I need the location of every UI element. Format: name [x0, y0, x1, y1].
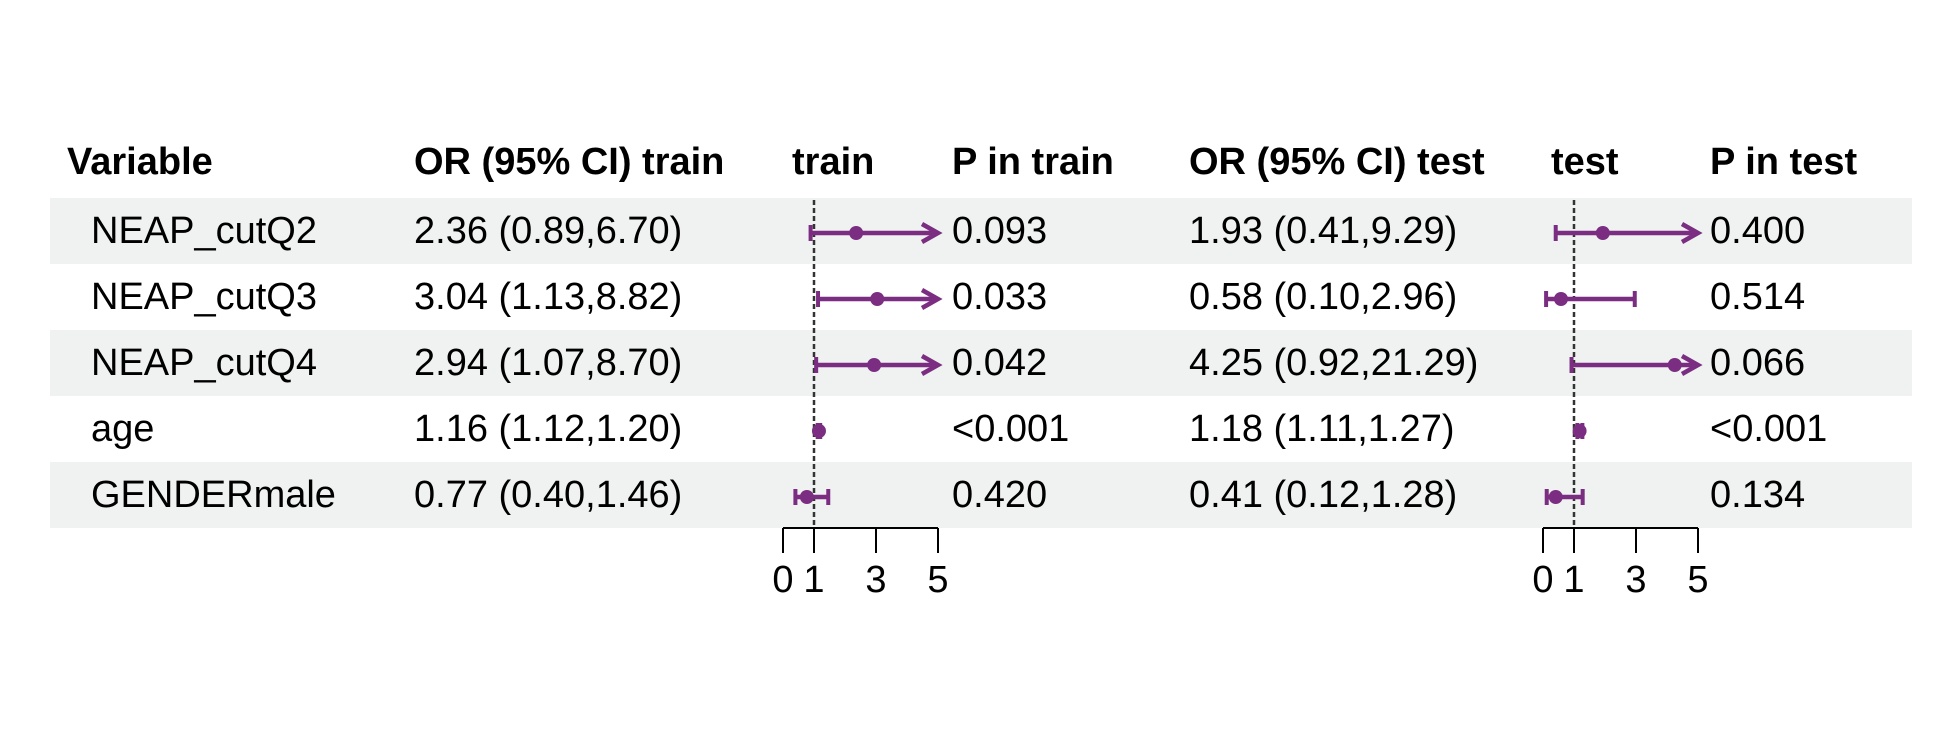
test-point-estimate	[1548, 490, 1563, 504]
train-tick-label: 5	[927, 559, 948, 601]
train-ci-arrow	[920, 288, 943, 310]
test-point-estimate	[1572, 424, 1587, 438]
p-train-value: 0.093	[952, 210, 1048, 252]
train-tick-label: 3	[865, 559, 886, 601]
variable-label: GENDERmale	[91, 474, 336, 516]
p-test-value: 0.134	[1710, 474, 1806, 516]
train-point-estimate	[867, 358, 882, 372]
train-point-estimate	[811, 424, 826, 438]
p-train-value: 0.033	[952, 276, 1048, 318]
train-tick-label: 1	[803, 559, 824, 601]
test-point-estimate	[1595, 226, 1610, 240]
test-tick-label: 5	[1687, 559, 1708, 601]
or-test-value: 0.41 (0.12,1.28)	[1189, 474, 1458, 516]
or-train-value: 3.04 (1.13,8.82)	[414, 276, 683, 318]
row-band	[50, 462, 1912, 528]
or-train-value: 2.94 (1.07,8.70)	[414, 342, 683, 384]
p-train-value: <0.001	[952, 408, 1070, 450]
or-test-value: 1.93 (0.41,9.29)	[1189, 210, 1458, 252]
variable-label: NEAP_cutQ2	[91, 210, 317, 252]
or-test-value: 0.58 (0.10,2.96)	[1189, 276, 1458, 318]
header-or-train: OR (95% CI) train	[414, 141, 725, 183]
test-ci-arrow	[1680, 354, 1703, 376]
p-test-value: 0.514	[1710, 276, 1806, 318]
train-point-estimate	[849, 226, 864, 240]
p-test-value: <0.001	[1710, 408, 1828, 450]
train-point-estimate	[799, 490, 814, 504]
p-train-value: 0.042	[952, 342, 1048, 384]
header-p-test: P in test	[1710, 141, 1858, 183]
or-test-value: 4.25 (0.92,21.29)	[1189, 342, 1479, 384]
p-test-value: 0.066	[1710, 342, 1806, 384]
header-p-train: P in train	[952, 141, 1114, 183]
or-train-value: 2.36 (0.89,6.70)	[414, 210, 683, 252]
or-test-value: 1.18 (1.11,1.27)	[1189, 408, 1455, 450]
p-test-value: 0.400	[1710, 210, 1806, 252]
train-ci-arrow	[920, 354, 943, 376]
or-train-value: 0.77 (0.40,1.46)	[414, 474, 683, 516]
train-ci-arrow	[920, 222, 943, 244]
test-ci-arrow	[1680, 222, 1703, 244]
variable-label: NEAP_cutQ3	[91, 276, 317, 318]
variable-label: age	[91, 408, 155, 450]
header-train-plot: train	[792, 141, 875, 183]
test-point-estimate	[1553, 292, 1568, 306]
header-test-plot: test	[1551, 141, 1619, 183]
variable-label: NEAP_cutQ4	[91, 342, 317, 384]
header-or-test: OR (95% CI) test	[1189, 141, 1485, 183]
test-point-estimate	[1667, 358, 1682, 372]
or-train-value: 1.16 (1.12,1.20)	[414, 408, 683, 450]
train-point-estimate	[870, 292, 885, 306]
test-tick-label: 3	[1625, 559, 1646, 601]
test-tick-label: 0	[1532, 559, 1553, 601]
p-train-value: 0.420	[952, 474, 1048, 516]
test-tick-label: 1	[1563, 559, 1584, 601]
train-tick-label: 0	[772, 559, 793, 601]
header-variable: Variable	[67, 141, 213, 183]
